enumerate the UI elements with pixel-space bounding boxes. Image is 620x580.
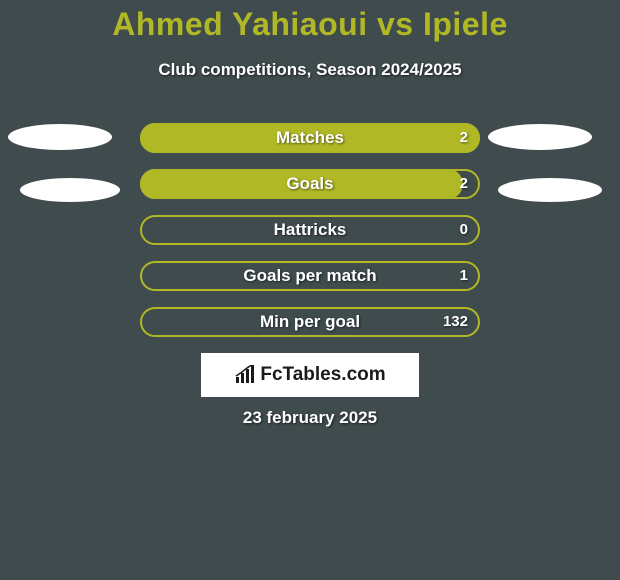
stat-label: Goals — [140, 169, 480, 199]
stat-label: Goals per match — [140, 261, 480, 291]
player-right-avatar-2 — [498, 178, 602, 202]
subtitle: Club competitions, Season 2024/2025 — [0, 60, 620, 80]
stat-value: 2 — [460, 123, 468, 153]
stat-row: Goals per match1 — [140, 261, 480, 291]
stat-row: Hattricks0 — [140, 215, 480, 245]
player-left-avatar-2 — [20, 178, 120, 202]
player-left-avatar-1 — [8, 124, 112, 150]
stat-label: Matches — [140, 123, 480, 153]
stat-label: Min per goal — [140, 307, 480, 337]
source-logo-text: FcTables.com — [260, 364, 385, 386]
stat-value: 0 — [460, 215, 468, 245]
source-logo: FcTables.com — [201, 353, 419, 397]
player-right-avatar-1 — [488, 124, 592, 150]
stat-row: Goals2 — [140, 169, 480, 199]
comparison-card: Ahmed Yahiaoui vs Ipiele Club competitio… — [0, 0, 620, 580]
bar-chart-icon — [234, 365, 256, 385]
stat-label: Hattricks — [140, 215, 480, 245]
stat-value: 1 — [460, 261, 468, 291]
stat-value: 2 — [460, 169, 468, 199]
page-title: Ahmed Yahiaoui vs Ipiele — [0, 6, 620, 43]
stat-row: Min per goal132 — [140, 307, 480, 337]
stat-value: 132 — [443, 307, 468, 337]
snapshot-date: 23 february 2025 — [0, 408, 620, 428]
stat-row: Matches2 — [140, 123, 480, 153]
